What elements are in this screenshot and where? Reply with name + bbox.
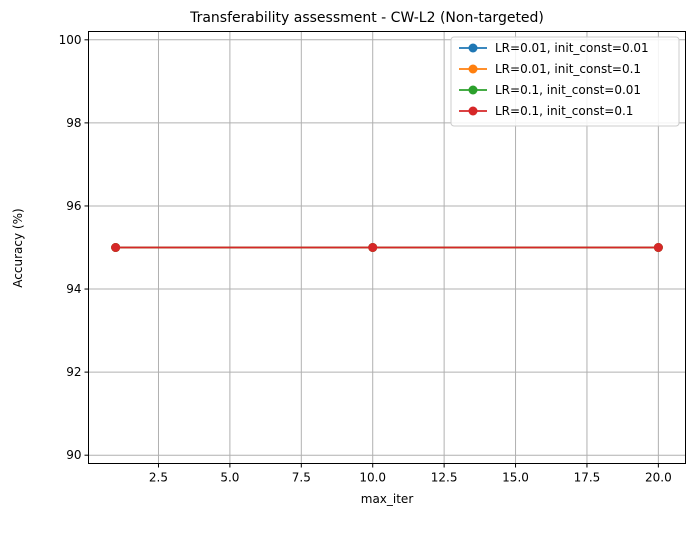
x-axis-label: max_iter: [361, 492, 414, 506]
legend-swatch-marker: [468, 64, 478, 74]
x-tick-label: 12.5: [431, 471, 458, 485]
x-tick-label: 10.0: [359, 471, 386, 485]
y-tick-label: 92: [66, 365, 81, 379]
x-tick-label: 17.5: [574, 471, 601, 485]
legend-item: LR=0.1, init_const=0.01: [459, 83, 641, 97]
data-point: [111, 243, 121, 252]
y-axis-label: Accuracy (%): [11, 208, 25, 287]
x-tick-label: 5.0: [220, 471, 239, 485]
legend-box: [450, 36, 680, 127]
legend-swatch-marker: [468, 43, 478, 53]
legend-swatch-marker: [468, 106, 478, 116]
y-tick-label: 98: [66, 116, 81, 130]
legend-label: LR=0.01, init_const=0.1: [495, 62, 641, 76]
x-tick-label: 2.5: [149, 471, 168, 485]
series-layer: [111, 243, 663, 252]
data-point: [653, 243, 663, 252]
plot-frame: [88, 31, 686, 464]
y-ticks: 90 92 94 96 98 100: [59, 33, 89, 462]
y-tick-label: 94: [66, 282, 81, 296]
x-tick-label: 20.0: [645, 471, 672, 485]
data-point: [368, 243, 378, 252]
x-ticks: 2.5 5.0 7.5 10.0 12.5 15.0 17.5 20.0: [149, 463, 672, 485]
legend-label: LR=0.1, init_const=0.01: [495, 83, 641, 97]
legend: LR=0.01, init_const=0.01 LR=0.01, init_co…: [450, 36, 680, 127]
chart-title: Transferability assessment - CW-L2 (Non-…: [189, 10, 544, 26]
legend-swatch-marker: [468, 85, 478, 95]
legend-item: LR=0.1, init_const=0.1: [459, 104, 633, 118]
y-tick-label: 100: [59, 33, 82, 47]
x-tick-label: 15.0: [502, 471, 529, 485]
y-tick-label: 90: [66, 448, 81, 462]
series: [111, 243, 663, 252]
x-tick-label: 7.5: [292, 471, 311, 485]
legend-label: LR=0.1, init_const=0.1: [495, 104, 633, 118]
legend-label: LR=0.01, init_const=0.01: [495, 41, 649, 55]
y-tick-label: 96: [66, 199, 81, 213]
legend-item: LR=0.01, init_const=0.1: [459, 62, 641, 76]
legend-item: LR=0.01, init_const=0.01: [459, 41, 649, 55]
